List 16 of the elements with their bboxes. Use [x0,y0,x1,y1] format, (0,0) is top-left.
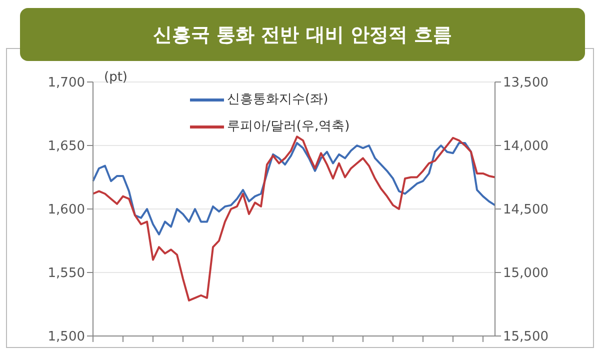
y-tick-label: 1,700 [48,76,85,91]
line-series [92,136,496,302]
y2-tick-label: 13,500 [503,76,548,91]
y-tick-label: 1,500 [48,330,85,345]
y2-tick-label: 15,500 [503,330,548,345]
chart-title: 신흥국 통화 전반 대비 안정적 흐름 [20,8,585,61]
y2-tick-label: 14,500 [503,202,548,218]
line-series [92,142,496,236]
y-tick-label: 1,600 [48,202,85,218]
y-tick-label: 1,650 [48,139,85,154]
legend-label: 루피아/달러(우,역축) [227,118,350,136]
annotation: (pt) [104,70,128,85]
legend-label: 신흥통화지수(좌) [227,91,328,109]
y-tick-label: 1,550 [48,266,85,282]
y2-tick-label: 15,000 [503,266,548,282]
y2-tick-label: 14,000 [503,139,548,154]
